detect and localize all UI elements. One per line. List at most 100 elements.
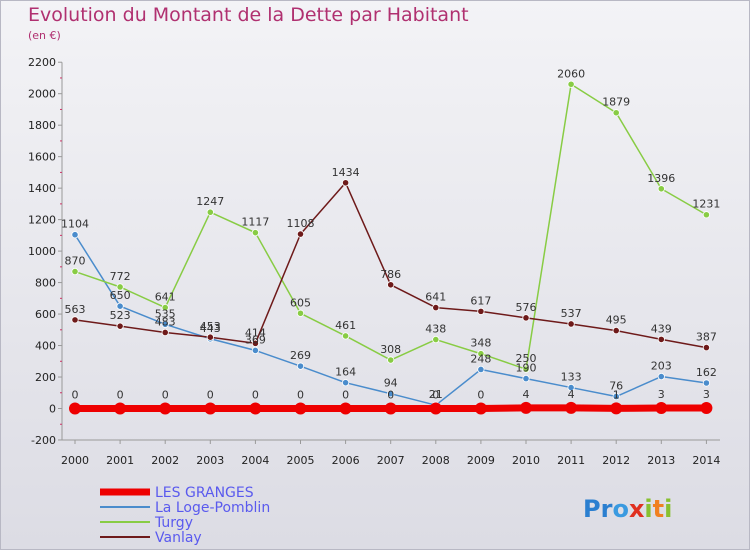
data-point [700,402,713,415]
legend-label: LES GRANGES [155,485,254,501]
y-tick-label: -200 [31,434,56,447]
data-point [522,365,530,373]
data-point [249,402,262,415]
data-label: 786 [380,268,401,281]
data-point [161,304,169,312]
data-label: 369 [245,333,266,346]
x-tick-label: 2006 [332,454,360,467]
data-label: 495 [606,314,627,327]
data-point [116,302,124,310]
data-label: 1396 [647,172,675,185]
data-label: 1117 [241,216,269,229]
data-label: 523 [110,309,131,322]
data-point [161,328,169,337]
data-label: 0 [72,389,79,402]
x-tick-label: 2005 [287,454,315,467]
data-point [251,229,259,237]
x-tick-label: 2013 [647,454,675,467]
data-label: 1231 [692,198,720,211]
data-point [116,283,124,291]
data-point [204,402,217,415]
data-point [206,208,214,216]
data-point [432,304,440,312]
data-label: 443 [200,322,221,335]
chart-title: Evolution du Montant de la Dette par Hab… [28,4,469,26]
data-point [567,320,575,328]
data-label: 0 [342,389,349,402]
x-tick-label: 2003 [196,454,224,467]
data-label: 164 [335,366,356,379]
data-label: 0 [117,389,124,402]
data-point [567,80,575,88]
data-label: 461 [335,319,356,332]
data-label: 1879 [602,96,630,109]
data-point [251,339,259,347]
x-tick-label: 2012 [602,454,630,467]
data-label: 1104 [61,218,89,231]
x-tick-label: 2014 [692,454,720,467]
data-label: 94 [384,377,398,390]
data-point [520,401,532,414]
data-point [657,335,665,344]
data-label: 605 [290,296,311,309]
data-point [387,390,395,398]
x-tick-label: 2008 [422,454,450,467]
y-tick-label: 2000 [28,88,56,101]
data-point [522,314,530,322]
data-point [71,231,79,239]
chart-subtitle: (en €) [28,29,61,42]
data-label: 269 [290,349,311,362]
data-label: 2060 [557,67,585,80]
data-label: 133 [561,371,582,384]
data-label: 1247 [196,195,224,208]
x-tick-label: 2004 [241,454,269,467]
data-label: 414 [245,326,266,339]
data-label: 0 [207,389,214,402]
data-label: 483 [155,315,176,328]
data-label: 250 [516,352,537,365]
data-label: 1434 [332,166,360,179]
data-label: 162 [696,366,717,379]
data-point [339,402,352,415]
y-tick-label: 1200 [28,214,56,227]
y-tick-label: 1000 [28,245,56,258]
data-label: 0 [477,389,484,402]
data-point [610,402,623,415]
data-point [387,281,395,289]
data-label: 1 [613,388,620,401]
data-point [657,185,665,193]
data-point [384,402,397,415]
data-point [477,365,485,374]
x-tick-label: 2000 [61,454,89,467]
y-tick-label: 200 [35,371,56,384]
data-point [522,374,530,383]
y-tick-label: 800 [35,277,56,290]
data-label: 0 [252,389,259,402]
brand-logo: Proxiti [583,495,672,523]
data-point [206,333,214,341]
data-point [702,343,711,352]
y-tick-label: 1400 [28,182,56,195]
data-label: 0 [297,389,304,402]
data-point [474,402,487,415]
data-point [296,362,305,370]
data-label: 76 [609,380,623,393]
data-point [341,179,350,187]
data-point [657,372,665,381]
data-point [251,346,259,355]
data-point [612,326,620,335]
legend-label: Vanlay [155,530,202,546]
data-point [702,211,711,219]
x-tick-label: 2009 [467,454,495,467]
data-label: 617 [470,294,491,307]
data-label: 438 [425,323,446,336]
data-label: 641 [155,291,176,304]
data-point [612,392,620,401]
data-point [294,402,307,415]
data-point [114,402,127,415]
data-label: 537 [561,307,582,320]
data-label: 563 [65,303,86,316]
data-label: 190 [516,362,537,375]
x-tick-label: 2001 [106,454,134,467]
data-point [71,316,79,324]
